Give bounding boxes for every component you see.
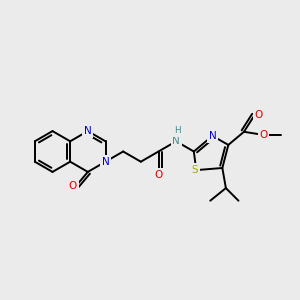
Text: N: N [84,126,92,136]
Text: O: O [255,110,263,120]
Text: O: O [69,181,77,191]
Text: O: O [154,170,163,180]
Text: N: N [84,126,92,136]
Text: H: H [174,126,180,135]
Text: S: S [191,165,198,175]
Text: O: O [259,130,268,140]
Text: N: N [208,131,216,141]
Text: N: N [172,136,180,146]
Text: N: N [102,157,110,167]
